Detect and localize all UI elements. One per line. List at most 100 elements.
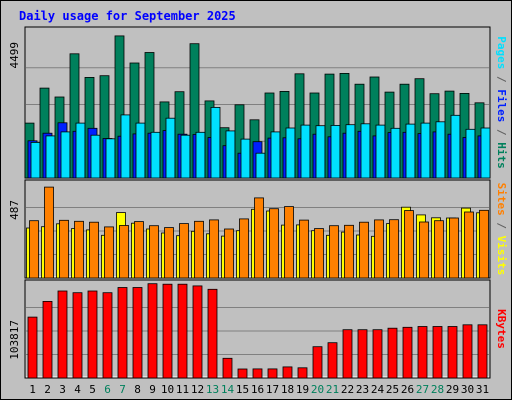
bar-sites-day-27 (419, 221, 429, 279)
bar-kbytes-day-26 (402, 326, 413, 379)
bar-pages-day-15 (240, 138, 251, 179)
bar-kbytes-day-31 (477, 324, 488, 379)
legend-part: Pages (495, 36, 508, 69)
bar-sites-day-11 (179, 223, 189, 279)
bar-pages-day-26 (405, 123, 416, 179)
bar-kbytes-day-14 (222, 357, 233, 379)
bar-sites-day-14 (224, 228, 234, 279)
x-tick-label: 8 (134, 383, 141, 396)
x-tick-label: 3 (59, 383, 66, 396)
x-tick-label: 24 (371, 383, 385, 396)
bar-pages-day-31 (480, 127, 491, 179)
bar-sites-day-2 (44, 186, 54, 279)
bar-sites-day-23 (359, 221, 369, 279)
x-tick-label: 29 (446, 383, 459, 396)
bar-pages-day-9 (150, 131, 161, 179)
bar-kbytes-day-7 (117, 287, 128, 379)
x-tick-label: 21 (326, 383, 339, 396)
bar-kbytes-day-24 (372, 329, 383, 379)
x-tick-label: 13 (206, 383, 219, 396)
x-tick-label: 30 (461, 383, 474, 396)
bar-pages-day-17 (270, 131, 281, 179)
bar-pages-day-7 (120, 114, 131, 179)
panel-kbytes: 103817 KBytes (8, 279, 508, 379)
bar-sites-day-30 (464, 211, 474, 279)
bar-kbytes-day-25 (387, 327, 398, 379)
bar-sites-day-16 (254, 197, 264, 279)
bar-pages-day-21 (330, 125, 341, 179)
legend-part: / (495, 69, 508, 89)
bar-pages-day-20 (315, 125, 326, 179)
bar-kbytes-day-20 (312, 346, 323, 379)
x-tick-label: 16 (251, 383, 264, 396)
bar-pages-day-30 (465, 128, 476, 179)
panel-frame (24, 279, 491, 379)
bar-kbytes-day-9 (147, 283, 158, 379)
series-legend: Sites / Visits (495, 183, 508, 276)
bar-kbytes-day-21 (327, 342, 338, 379)
bar-kbytes-day-3 (57, 290, 68, 379)
bar-pages-day-8 (135, 122, 146, 179)
x-tick-label: 18 (281, 383, 294, 396)
bar-pages-day-1 (30, 141, 41, 179)
bar-pages-day-19 (300, 124, 311, 179)
panel-visits-sites: 487 Sites / Visits (8, 179, 508, 279)
bar-pages-day-11 (180, 134, 191, 179)
x-tick-label: 11 (176, 383, 189, 396)
bar-kbytes-day-28 (432, 326, 443, 379)
bar-pages-day-29 (450, 114, 461, 179)
legend-part: / (495, 122, 508, 142)
legend-part: Files (495, 89, 508, 122)
x-tick-label: 17 (266, 383, 279, 396)
bar-kbytes-day-23 (357, 329, 368, 379)
bar-sites-day-24 (374, 219, 384, 279)
bar-kbytes-day-2 (42, 300, 53, 379)
legend-part: KBytes (495, 309, 508, 349)
x-tick-label: 10 (161, 383, 174, 396)
bar-pages-day-16 (255, 152, 266, 179)
legend-part: Sites (495, 183, 508, 216)
bar-kbytes-day-11 (177, 283, 188, 379)
bar-sites-day-29 (449, 217, 459, 279)
bar-sites-day-7 (119, 225, 129, 279)
chart-panels: 4499 Pages / Files / Hits 487 Sites / Visit… (8, 26, 508, 379)
bar-pages-day-23 (360, 123, 371, 179)
legend-part: / (495, 216, 508, 236)
bar-pages-day-4 (75, 122, 86, 179)
bar-kbytes-day-15 (237, 368, 248, 379)
series-legend: Pages / Files / Hits (495, 36, 508, 169)
scale-label: 103817 (8, 320, 21, 360)
bar-kbytes-day-13 (207, 288, 218, 379)
x-tick-label: 4 (74, 383, 81, 396)
legend-part: Hits (495, 142, 508, 169)
legend-part: Visits (495, 236, 508, 276)
bar-kbytes-day-27 (417, 326, 428, 379)
x-tick-label: 26 (401, 383, 414, 396)
bar-sites-day-25 (389, 219, 399, 279)
bar-kbytes-day-10 (162, 283, 173, 379)
bar-pages-day-12 (195, 131, 206, 179)
x-tick-label: 20 (311, 383, 324, 396)
bar-pages-day-13 (210, 107, 221, 179)
bar-kbytes-day-5 (87, 290, 98, 379)
x-tick-label: 14 (221, 383, 235, 396)
bar-pages-day-10 (165, 117, 176, 179)
bar-kbytes-day-18 (282, 366, 293, 379)
scale-label: 487 (8, 200, 21, 220)
bar-sites-day-22 (344, 224, 354, 279)
bar-pages-day-25 (390, 127, 401, 179)
bar-kbytes-day-16 (252, 368, 263, 379)
x-tick-label: 25 (386, 383, 399, 396)
bar-sites-day-21 (329, 225, 339, 279)
bar-sites-day-4 (74, 220, 84, 279)
x-tick-label: 1 (29, 383, 36, 396)
x-tick-label: 6 (104, 383, 111, 396)
x-tick-label: 22 (341, 383, 354, 396)
bar-sites-day-19 (299, 219, 309, 279)
bar-pages-day-22 (345, 124, 356, 179)
bar-sites-day-12 (194, 220, 204, 279)
bar-sites-day-26 (404, 210, 414, 279)
bar-pages-day-28 (435, 121, 446, 179)
